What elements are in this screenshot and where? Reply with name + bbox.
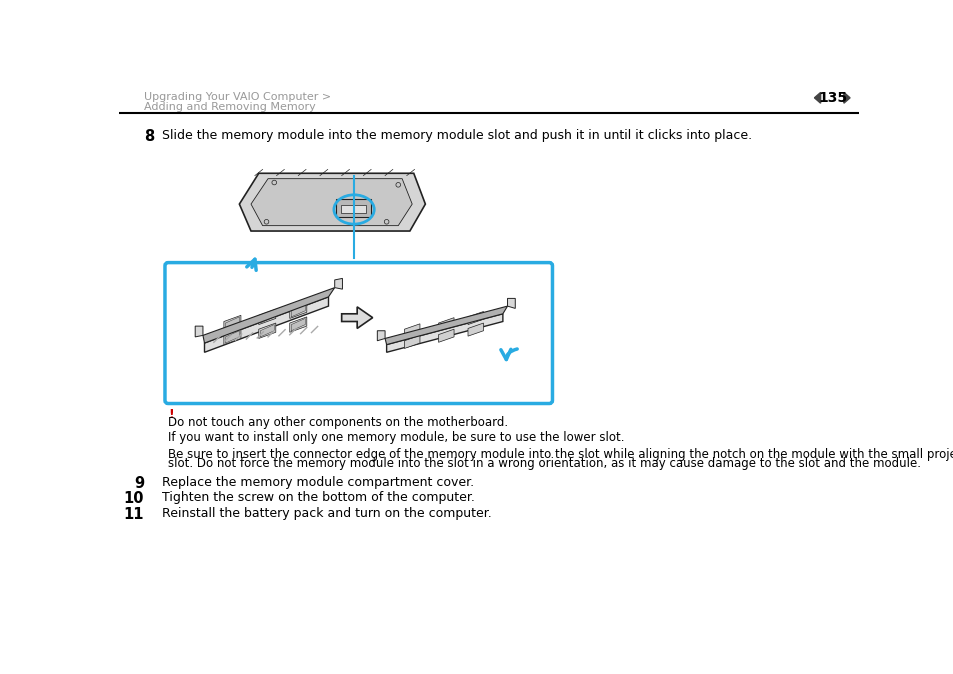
- Text: 8: 8: [144, 129, 154, 144]
- Polygon shape: [224, 315, 241, 331]
- Polygon shape: [438, 317, 454, 331]
- Polygon shape: [340, 205, 365, 213]
- Polygon shape: [260, 311, 274, 323]
- Polygon shape: [386, 314, 502, 353]
- Polygon shape: [404, 324, 419, 337]
- Polygon shape: [258, 309, 275, 325]
- Polygon shape: [468, 311, 483, 325]
- Text: Slide the memory module into the memory module slot and push it in until it clic: Slide the memory module into the memory …: [162, 129, 751, 142]
- Polygon shape: [239, 173, 425, 231]
- Polygon shape: [507, 299, 515, 309]
- Polygon shape: [468, 323, 483, 336]
- Text: Be sure to insert the connector edge of the memory module into the slot while al: Be sure to insert the connector edge of …: [168, 448, 953, 461]
- Polygon shape: [260, 325, 274, 337]
- Polygon shape: [341, 307, 373, 328]
- Polygon shape: [203, 288, 335, 343]
- Text: Reinstall the battery pack and turn on the computer.: Reinstall the battery pack and turn on t…: [162, 507, 491, 520]
- Polygon shape: [290, 303, 307, 318]
- Text: Tighten the screw on the bottom of the computer.: Tighten the screw on the bottom of the c…: [162, 491, 475, 504]
- Polygon shape: [385, 306, 507, 344]
- Polygon shape: [843, 92, 849, 103]
- Text: 9: 9: [133, 476, 144, 491]
- Polygon shape: [225, 331, 239, 343]
- Text: !: !: [168, 408, 173, 421]
- Polygon shape: [814, 92, 820, 103]
- Polygon shape: [291, 318, 305, 331]
- Text: 135: 135: [818, 91, 846, 105]
- Text: 10: 10: [124, 491, 144, 506]
- Polygon shape: [291, 305, 305, 317]
- FancyBboxPatch shape: [165, 263, 552, 404]
- Polygon shape: [290, 317, 307, 332]
- Polygon shape: [438, 329, 454, 342]
- Text: Do not touch any other components on the motherboard.: Do not touch any other components on the…: [168, 416, 508, 429]
- Polygon shape: [335, 199, 371, 217]
- Polygon shape: [258, 323, 275, 338]
- Text: 11: 11: [124, 507, 144, 522]
- Polygon shape: [225, 317, 239, 329]
- Polygon shape: [404, 336, 419, 348]
- Polygon shape: [251, 179, 412, 226]
- Text: Adding and Removing Memory: Adding and Removing Memory: [144, 102, 315, 112]
- Polygon shape: [195, 326, 203, 337]
- Polygon shape: [335, 278, 342, 289]
- Text: Upgrading Your VAIO Computer >: Upgrading Your VAIO Computer >: [144, 92, 331, 102]
- Text: If you want to install only one memory module, be sure to use the lower slot.: If you want to install only one memory m…: [168, 431, 624, 444]
- Polygon shape: [204, 297, 328, 353]
- Text: slot. Do not force the memory module into the slot in a wrong orientation, as it: slot. Do not force the memory module int…: [168, 457, 920, 470]
- Polygon shape: [377, 331, 385, 341]
- Text: Replace the memory module compartment cover.: Replace the memory module compartment co…: [162, 476, 474, 489]
- Polygon shape: [224, 329, 241, 344]
